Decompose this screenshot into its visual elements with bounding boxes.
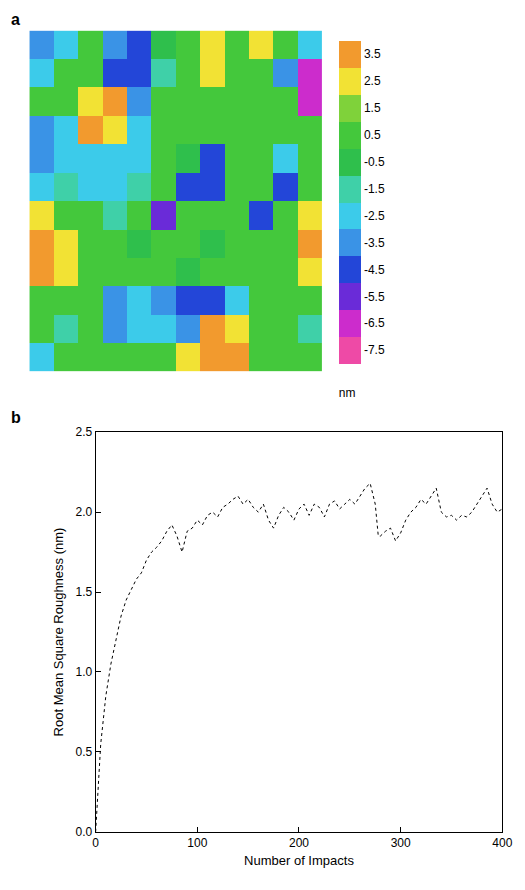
svg-text:100: 100 (187, 836, 207, 850)
svg-text:-7.5: -7.5 (364, 343, 385, 357)
svg-text:-2.5: -2.5 (364, 209, 385, 223)
svg-text:300: 300 (391, 836, 411, 850)
svg-text:2.5: 2.5 (364, 74, 381, 88)
svg-text:0: 0 (92, 836, 99, 850)
svg-text:b: b (11, 409, 21, 426)
svg-text:2.5: 2.5 (76, 425, 93, 439)
svg-text:Number of Impacts: Number of Impacts (244, 853, 354, 868)
svg-text:3.5: 3.5 (364, 47, 381, 61)
svg-text:1.0: 1.0 (76, 665, 93, 679)
svg-text:-6.5: -6.5 (364, 316, 385, 330)
svg-text:0.5: 0.5 (364, 128, 381, 142)
svg-text:nm: nm (339, 386, 356, 400)
svg-text:0.0: 0.0 (76, 825, 93, 839)
svg-text:1.5: 1.5 (364, 101, 381, 115)
svg-text:-1.5: -1.5 (364, 182, 385, 196)
svg-text:1.5: 1.5 (76, 585, 93, 599)
svg-text:200: 200 (289, 836, 309, 850)
svg-text:-5.5: -5.5 (364, 290, 385, 304)
svg-text:0.5: 0.5 (76, 745, 93, 759)
svg-text:-4.5: -4.5 (364, 263, 385, 277)
svg-text:a: a (11, 11, 20, 28)
svg-text:-0.5: -0.5 (364, 155, 385, 169)
svg-text:2.0: 2.0 (76, 505, 93, 519)
svg-text:400: 400 (492, 836, 512, 850)
svg-text:Root Mean Square Roughness (nm: Root Mean Square Roughness (nm) (52, 528, 67, 737)
svg-text:-3.5: -3.5 (364, 236, 385, 250)
